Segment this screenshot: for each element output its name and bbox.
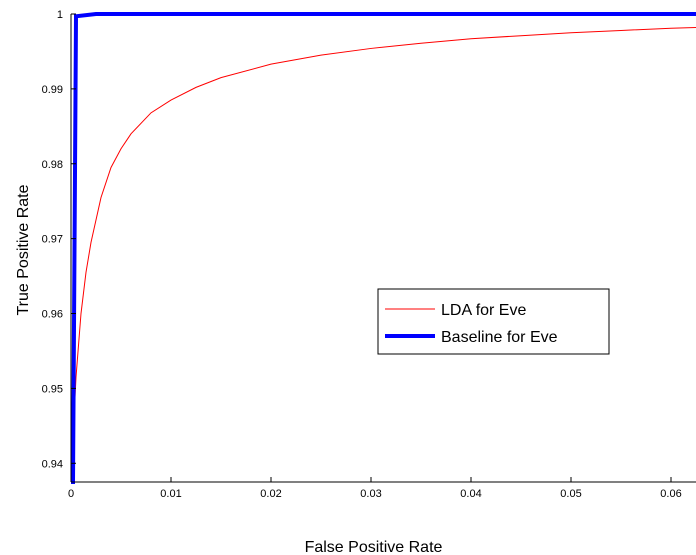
axes-layer <box>70 14 696 483</box>
y-tick-label: 0.98 <box>42 159 63 171</box>
legend-label-baseline: Baseline for Eve <box>441 329 558 346</box>
x-tick-label: 0.02 <box>260 488 281 500</box>
y-tick-label: 0.99 <box>42 84 63 96</box>
y-tick-label: 0.96 <box>42 309 63 321</box>
series-line-lda <box>70 26 696 483</box>
x-tick-label: 0.05 <box>560 488 581 500</box>
x-tick-label: 0.01 <box>160 488 181 500</box>
y-axis-title: True Positive Rate <box>15 184 32 315</box>
legend-box <box>377 288 610 355</box>
ticks-layer: 0 0.01 0.02 0.03 0.04 0.05 0.06 0.94 0.95 0.96 0.9… <box>42 9 682 500</box>
x-tick-label: 0.04 <box>460 488 481 500</box>
y-tick-label: 0.97 <box>42 234 63 246</box>
x-tick-label: 0.03 <box>360 488 381 500</box>
legend-label-lda: LDA for Eve <box>441 302 526 319</box>
y-tick-label: 0.95 <box>42 383 63 395</box>
x-axis-title: False Positive Rate <box>305 539 443 555</box>
series-layer <box>70 12 696 484</box>
series-line-baseline <box>71 12 696 484</box>
x-tick-label: 0 <box>68 488 74 500</box>
x-tick-label: 0.06 <box>660 488 681 500</box>
legend: LDA for Eve Baseline for Eve <box>377 288 610 355</box>
y-tick-label: 1 <box>57 9 63 21</box>
y-tick-label: 0.94 <box>42 458 63 470</box>
